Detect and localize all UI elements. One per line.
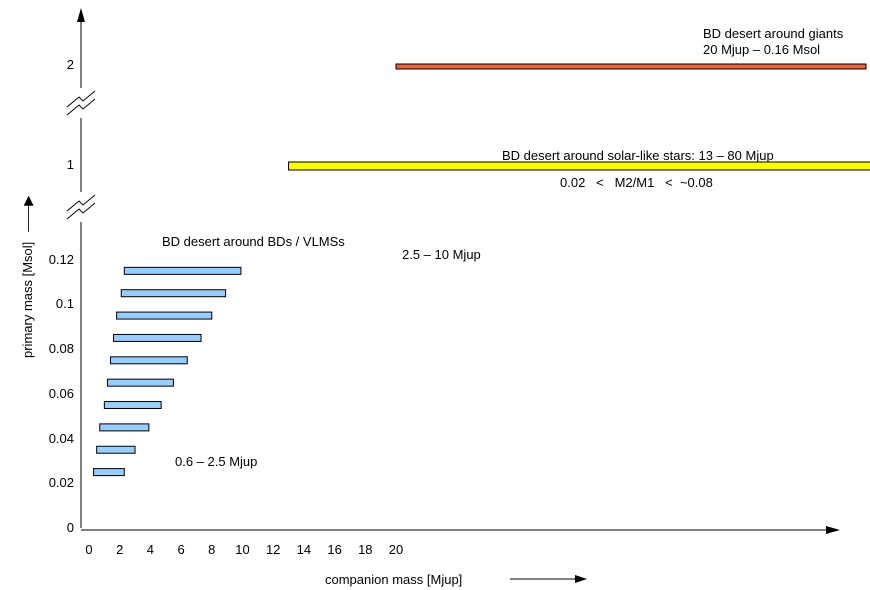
y-axis-label-text: primary mass [Msol] [20, 241, 35, 358]
axes [66, 8, 840, 583]
break-stroke-1 [66, 202, 96, 220]
y-axis-break-lower [66, 194, 96, 220]
x-tick-label: 12 [265, 542, 281, 557]
y-tick-label: 0.06 [48, 385, 74, 401]
bars [93, 63, 870, 477]
bd-desert-bar-0 [93, 468, 125, 477]
bd-high-range-label: 2.5 – 10 Mjup [402, 247, 481, 262]
x-tick-label: 20 [388, 542, 404, 557]
x-tick-label: 18 [358, 542, 373, 557]
y-tick-label: 2 [66, 57, 74, 72]
y-tick-label: 0.12 [48, 251, 74, 267]
y-axis-break-upper [66, 90, 96, 116]
x-tick-label: 4 [146, 542, 154, 557]
bd-desert-bar-3 [103, 401, 162, 410]
x-axis-label: companion mass [Mjup] [325, 573, 462, 586]
y-axis-arrowhead [77, 8, 85, 22]
y-tick-label: 0.04 [48, 430, 74, 446]
bd-desert-bar-8 [120, 289, 227, 298]
bd-low-range-label: 0.6 – 2.5 Mjup [175, 454, 258, 469]
break-stroke-0 [66, 194, 96, 212]
bd-desert-bar-5 [109, 356, 188, 365]
y-axis-label: primary mass [Msol] ――▶ [20, 196, 36, 358]
y-tick-label: 1 [66, 157, 74, 172]
giants-desert-bar [395, 63, 867, 70]
x-axis-label-text: companion mass [Mjup] [325, 572, 463, 587]
x-tick-label: 8 [208, 542, 216, 557]
solar-desert-bar [288, 161, 870, 171]
bd-desert-bar-4 [106, 378, 174, 387]
y-tick-label: 0 [66, 520, 74, 535]
bd-desert-bds-label: BD desert around BDs / VLMSs [162, 234, 345, 249]
y-tick-label: 0.1 [55, 296, 74, 312]
y-tick-label: 0.08 [48, 341, 74, 357]
bd-desert-bar-6 [113, 333, 202, 342]
x-tick-label: 6 [177, 542, 185, 557]
x-tick-label: 2 [116, 542, 124, 557]
y-tick-label: 0.02 [48, 475, 74, 491]
bd-desert-bar-1 [96, 445, 136, 454]
bd-desert-bar-7 [116, 311, 213, 320]
y-axis-arrow: ――▶ [20, 195, 35, 232]
x-tick-label: 0 [85, 542, 93, 557]
x-tick-label: 14 [296, 542, 312, 557]
solar-desert-label: BD desert around solar-like stars: 13 – … [502, 148, 774, 163]
x-axis-arrowhead [826, 526, 840, 534]
bd-desert-bar-2 [99, 423, 150, 432]
giants-desert-label-1: BD desert around giants [703, 26, 844, 41]
x-tick-label: 16 [327, 542, 342, 557]
x-axis-label-arrowhead [575, 575, 587, 583]
break-stroke-0 [66, 90, 96, 108]
giants-desert-label-2: 20 Mjup – 0.16 Msol [703, 42, 821, 57]
break-stroke-1 [66, 98, 96, 116]
solar-ratio-label: 0.02 < M2/M1 < ~0.08 [560, 175, 713, 190]
x-tick-label: 10 [235, 542, 250, 557]
bd-desert-bar-9 [123, 266, 242, 275]
